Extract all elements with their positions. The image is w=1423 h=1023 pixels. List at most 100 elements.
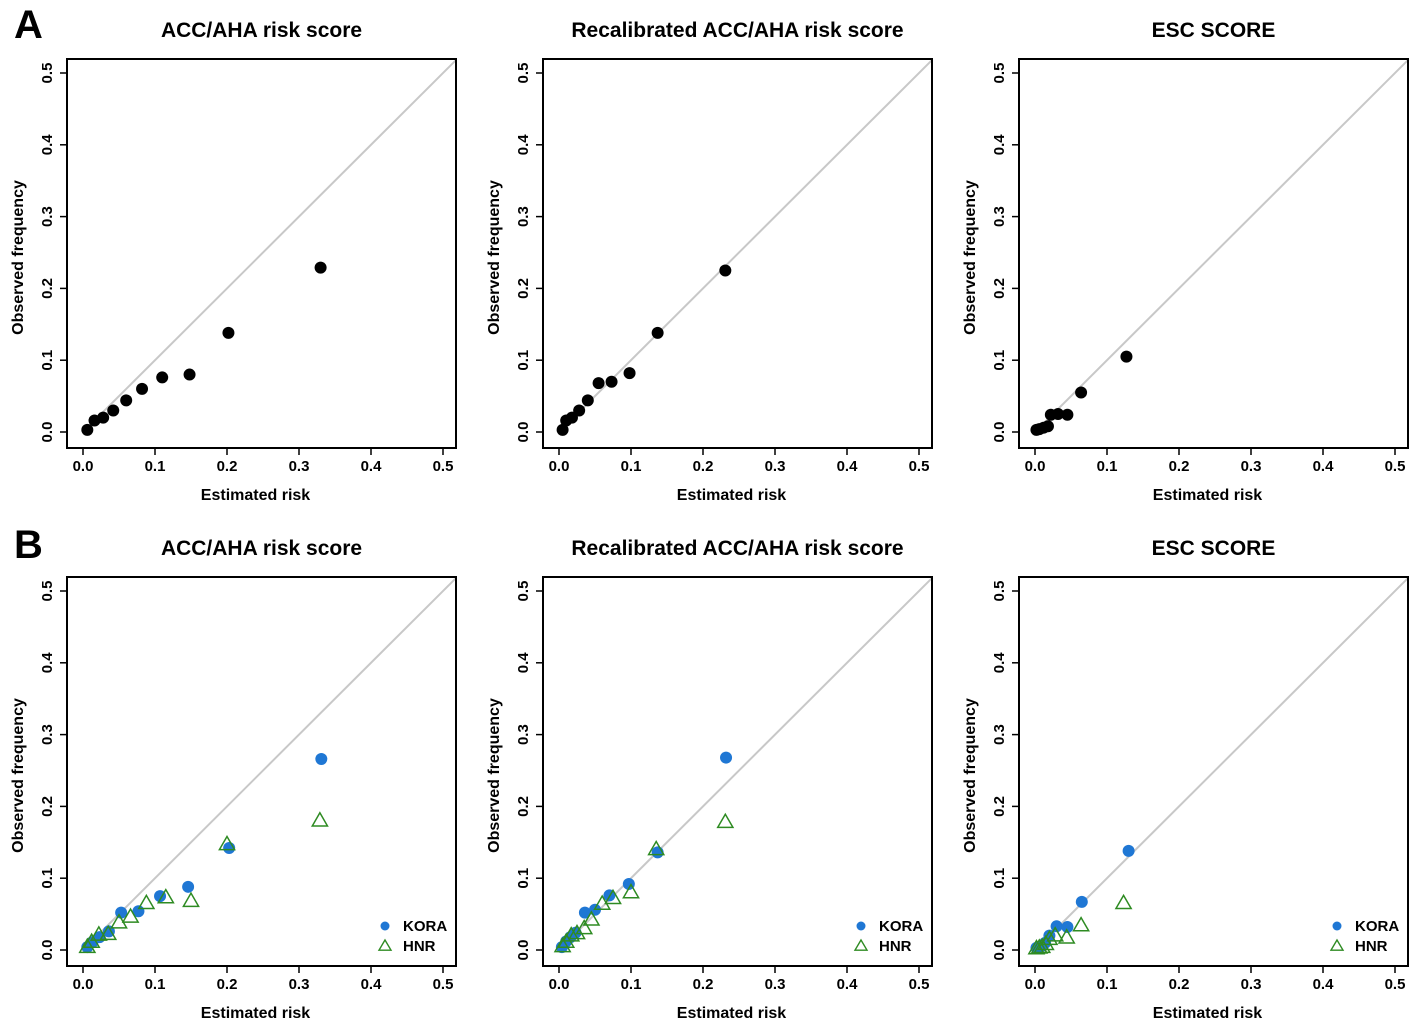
chart-6: ESC SCORE 0.0 0.1 0.2 0.3 0.4 0.5 0.0 0.1 0.2 0.3 0…: [962, 537, 1409, 1022]
x-tick-label: 0.4: [1313, 458, 1335, 475]
legend-label-kora: KORA: [1355, 918, 1399, 935]
chart-title: Recalibrated ACC/AHA risk score: [571, 19, 903, 42]
plot-frame: [542, 576, 933, 967]
x-axis-label: Estimated risk: [1153, 1005, 1262, 1022]
kora-series: [81, 753, 328, 954]
x-tick-label: 0.4: [361, 458, 383, 475]
chart-title: Recalibrated ACC/AHA risk score: [571, 537, 903, 560]
series-1-point: [222, 326, 235, 339]
y-tick-label: 0.1: [515, 868, 532, 889]
x-tick-label: 0.3: [765, 458, 786, 475]
x-tick-label: 0.1: [145, 976, 166, 993]
series-1-point: [1075, 386, 1088, 399]
series-1-point: [120, 394, 133, 407]
legend-marker-kora: [1332, 921, 1342, 931]
identity-line: [82, 59, 457, 433]
legend-label-kora: KORA: [403, 918, 447, 935]
x-tick-label: 0.2: [693, 976, 714, 993]
legend-label-hnr: HNR: [403, 938, 436, 955]
x-tick-label: 0.4: [837, 458, 859, 475]
x-tick-label: 0.1: [145, 458, 166, 475]
identity-line: [1034, 577, 1409, 951]
hnr-point: [99, 924, 118, 941]
y-tick-label: 0.1: [515, 350, 532, 371]
series-1-point: [136, 382, 149, 395]
series-1-point: [623, 367, 636, 380]
y-tick-label: 0.0: [39, 422, 56, 443]
y-tick-label: 0.5: [515, 581, 532, 602]
hnr-point: [647, 839, 666, 856]
x-axis-label: Estimated risk: [201, 487, 310, 504]
plot-frame: [66, 58, 457, 449]
kora-point: [1075, 895, 1088, 908]
x-tick-label: 0.3: [1241, 458, 1262, 475]
kora-point: [315, 753, 328, 766]
series-1-series: [1030, 350, 1133, 436]
y-tick-label: 0.4: [515, 652, 532, 674]
x-tick-label: 0.5: [1385, 458, 1406, 475]
kora-point: [578, 906, 591, 919]
y-tick-label: 0.0: [991, 940, 1008, 961]
hnr-point: [1040, 929, 1059, 946]
hnr-point: [553, 936, 572, 953]
chart-3: ESC SCORE 0.0 0.1 0.2 0.3 0.4 0.5 0.0 0.1 0.2 0.3 0…: [962, 19, 1409, 504]
x-axis-label: Estimated risk: [677, 1005, 786, 1022]
y-tick-label: 0.2: [39, 796, 56, 817]
series-1-point: [81, 423, 94, 436]
series-1-point: [581, 394, 594, 407]
x-tick-label: 0.0: [549, 976, 570, 993]
series-1-point: [1120, 350, 1133, 363]
chart-title: ESC SCORE: [1152, 537, 1276, 560]
y-tick-label: 0.1: [991, 350, 1008, 371]
hnr-point: [310, 811, 329, 827]
chart-1: ACC/AHA risk score 0.0 0.1 0.2 0.3 0.4 0.5 0.0 0…: [10, 19, 457, 504]
panel-letter-a: A: [14, 3, 43, 47]
x-tick-label: 0.5: [909, 976, 930, 993]
hnr-point: [1033, 937, 1052, 954]
series-1-point: [719, 264, 732, 277]
y-axis-label: Observed frequency: [486, 698, 503, 853]
series-1-series: [81, 261, 327, 436]
series-1-point: [1041, 420, 1054, 433]
x-tick-label: 0.3: [289, 458, 310, 475]
plot-frame: [66, 576, 457, 967]
x-tick-label: 0.1: [1097, 458, 1118, 475]
x-tick-label: 0.0: [73, 458, 94, 475]
y-tick-label: 0.1: [39, 868, 56, 889]
y-tick-label: 0.2: [991, 278, 1008, 299]
x-tick-label: 0.3: [1241, 976, 1262, 993]
y-tick-label: 0.1: [39, 350, 56, 371]
chart-2: Recalibrated ACC/AHA risk score 0.0 0.1 0.2…: [486, 19, 933, 504]
y-tick-label: 0.0: [515, 940, 532, 961]
y-axis-label: Observed frequency: [10, 180, 27, 335]
series-1-point: [651, 326, 664, 339]
x-tick-label: 0.5: [433, 458, 454, 475]
chart-title: ESC SCORE: [1152, 19, 1276, 42]
hnr-point: [156, 888, 175, 904]
hnr-point: [622, 883, 640, 899]
series-1-point: [156, 371, 169, 384]
y-tick-label: 0.5: [515, 63, 532, 84]
x-tick-label: 0.2: [693, 458, 714, 475]
x-tick-label: 0.4: [1313, 976, 1335, 993]
hnr-point: [1114, 893, 1133, 910]
legend-label-hnr: HNR: [1355, 938, 1388, 955]
chart-title: ACC/AHA risk score: [161, 19, 362, 42]
x-tick-label: 0.3: [289, 976, 310, 993]
y-tick-label: 0.4: [39, 652, 56, 674]
chart-title: ACC/AHA risk score: [161, 537, 362, 560]
hnr-series: [78, 811, 329, 954]
plot-frame: [1018, 576, 1409, 967]
identity-line: [558, 59, 933, 433]
hnr-point: [121, 907, 140, 923]
hnr-point: [137, 893, 156, 910]
legend-marker-kora: [380, 921, 390, 931]
x-tick-label: 0.5: [1385, 976, 1406, 993]
hnr-point: [575, 918, 594, 935]
y-tick-label: 0.3: [515, 206, 532, 227]
x-axis-label: Estimated risk: [201, 1005, 310, 1022]
x-tick-label: 0.2: [217, 458, 238, 475]
series-1-point: [314, 261, 327, 274]
kora-point: [1122, 844, 1135, 857]
hnr-point: [182, 891, 200, 908]
